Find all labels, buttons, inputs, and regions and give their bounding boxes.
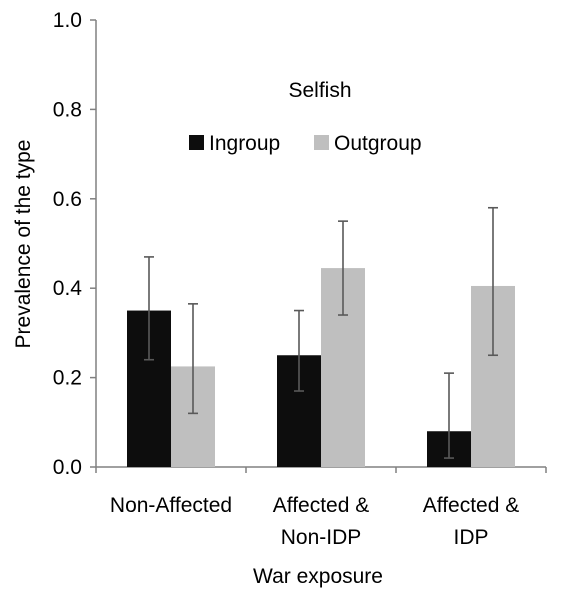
y-tick-label: 1.0 [53,9,82,32]
legend-swatch [314,135,329,150]
chart-title: Selfish [288,79,351,102]
x-tick-label: Affected & [273,494,370,517]
x-axis-label: War exposure [253,565,383,588]
legend: Ingroup Outgroup [189,132,422,155]
y-tick-label: 0.8 [53,98,82,121]
x-tick-label: IDP [453,526,488,549]
y-axis-label: Prevalence of the type [12,140,35,349]
y-tick-label: 0.0 [53,456,82,479]
x-tick-label: Affected & [423,494,520,517]
y-tick-label: 0.6 [53,188,82,211]
legend-label: Outgroup [334,132,422,155]
y-tick-label: 0.4 [53,277,83,300]
labels: 0.0 0.2 0.4 0.6 0.8 1.0 Non-Affected Affected &… [53,9,519,549]
x-tick-label: Non-Affected [110,494,232,517]
error-bars [144,206,498,459]
bars [127,268,515,467]
legend-label: Ingroup [209,132,280,155]
y-tick-label: 0.2 [53,367,82,390]
x-tick-label: Non-IDP [281,526,362,549]
legend-swatch [189,135,204,150]
